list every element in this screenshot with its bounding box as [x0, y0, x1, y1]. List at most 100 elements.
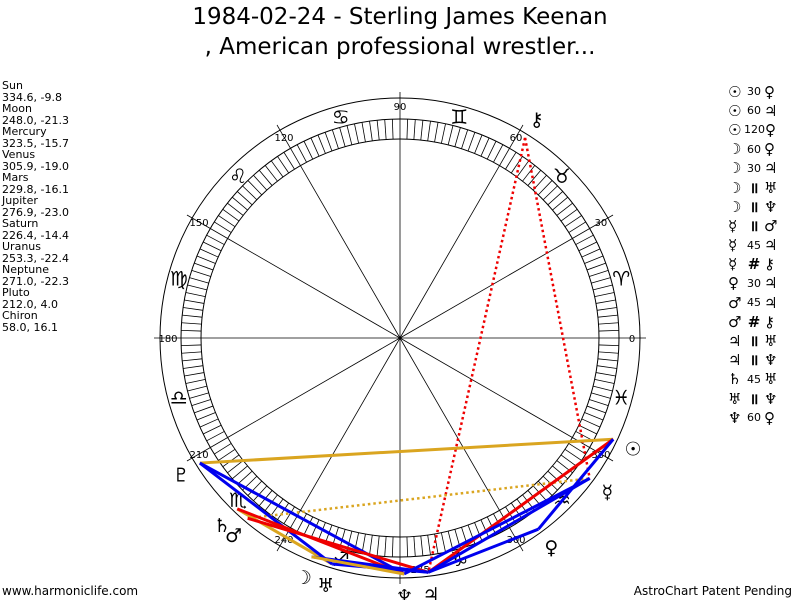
saturn-planet-icon: ♄ — [214, 515, 231, 537]
aspect-planet-1: ☿ — [728, 216, 738, 235]
degree-tick — [440, 532, 446, 553]
aspect-planet-1: ♀ — [728, 274, 739, 293]
degree-tick — [253, 485, 268, 502]
degree-tick — [202, 241, 222, 252]
aspect-planet-2: ♃ — [764, 101, 778, 120]
sign-spoke — [227, 238, 401, 339]
sign-spoke — [300, 165, 401, 339]
aspect-planet-1: ☿ — [728, 236, 738, 255]
uranus-planet-icon: ♅ — [317, 575, 334, 597]
aspect-value: 60 — [747, 142, 761, 156]
degree-tick — [210, 228, 228, 239]
degree-tick — [560, 208, 578, 222]
degree-tick — [581, 248, 601, 258]
degree-tick — [584, 412, 604, 421]
aspect-planet-1: ☿ — [728, 255, 738, 274]
degree-tick — [560, 454, 578, 468]
degree-tick — [584, 255, 604, 264]
aspect-line — [427, 137, 527, 573]
aspect-planet-2: ♆ — [764, 197, 778, 216]
degree-label: 150 — [190, 218, 209, 229]
degree-tick — [594, 378, 615, 384]
degree-tick — [376, 535, 380, 556]
aspect-value: 30 — [747, 276, 761, 290]
degree-label: 180 — [158, 334, 177, 345]
aspect-line — [523, 137, 591, 479]
degree-label: 0 — [629, 334, 635, 345]
sign-boundary-tick — [186, 447, 211, 462]
aspect-row: ☿ 45 ♃ — [728, 236, 798, 255]
degree-tick — [196, 255, 216, 264]
degree-tick — [369, 535, 373, 555]
aspect-planet-1: ♂ — [728, 312, 742, 331]
sign-spoke — [399, 165, 500, 339]
aspect-value: 45 — [747, 372, 761, 386]
degree-tick — [454, 127, 461, 147]
degree-tick — [181, 329, 202, 332]
aspect-row: ♅ ॥ ♆ — [728, 389, 798, 408]
degree-tick — [324, 132, 333, 152]
degree-tick — [591, 392, 611, 399]
degree-tick — [597, 365, 617, 369]
degree-tick — [227, 460, 244, 474]
aspect-planet-2: ♀ — [764, 140, 775, 159]
aspect-planet-2: ♀ — [765, 120, 776, 139]
degree-tick — [236, 470, 253, 485]
degree-tick — [595, 372, 616, 377]
mars-planet-icon: ♂ — [225, 525, 242, 547]
degree-tick — [270, 498, 284, 516]
degree-tick — [303, 140, 314, 160]
sign-boundary-tick — [589, 214, 614, 229]
aspect-value: ॥ — [749, 178, 759, 197]
degree-tick — [222, 208, 240, 222]
degree-tick — [202, 424, 222, 435]
aspect-planet-2: ♃ — [764, 293, 778, 312]
degree-tick — [184, 299, 205, 304]
degree-tick — [598, 322, 619, 325]
website-link[interactable]: www.harmoniclife.com — [2, 584, 139, 598]
aspect-value: 45 — [747, 238, 761, 252]
sign-spoke — [300, 337, 401, 511]
sign-boundary-tick — [276, 124, 291, 149]
aspect-value: 60 — [747, 411, 761, 425]
degree-tick — [413, 119, 416, 140]
aspect-planet-2: ♂ — [764, 216, 778, 235]
aspect-value: 30 — [747, 85, 761, 99]
planet-name: Sun — [2, 79, 23, 92]
degree-tick — [578, 241, 598, 252]
degree-label: 30 — [595, 218, 608, 229]
aspect-planet-1: ♅ — [728, 389, 742, 408]
aspect-planet-1: ♃ — [728, 332, 742, 351]
planet-coords: 305.9, -19.0 — [2, 159, 69, 173]
degree-tick — [194, 405, 214, 414]
aspect-planet-1: ☉ — [728, 101, 742, 120]
degree-tick — [589, 269, 609, 277]
degree-label: 300 — [506, 535, 525, 546]
aspect-planet-2: ♅ — [764, 178, 778, 197]
planet-name: Jupiter — [2, 194, 38, 207]
zodiac-sign-icon: ♊ — [450, 105, 468, 129]
degree-tick — [317, 522, 326, 542]
degree-tick — [187, 284, 208, 291]
aspect-value: # — [747, 312, 761, 331]
degree-tick — [591, 277, 611, 284]
planet-coords: 212.0, 4.0 — [2, 297, 58, 311]
planet-coords: 253.3, -22.4 — [2, 251, 69, 265]
degree-tick — [227, 202, 244, 216]
aspect-row: ☽ ॥ ♆ — [728, 197, 798, 216]
degree-tick — [290, 148, 301, 166]
planet-coords: 226.4, -14.4 — [2, 228, 69, 242]
degree-tick — [594, 292, 615, 298]
degree-tick — [510, 156, 523, 174]
aspect-line — [199, 437, 614, 465]
sign-boundary-tick — [186, 214, 211, 229]
degree-tick — [406, 536, 409, 557]
sign-spoke — [399, 337, 500, 511]
chart-subtitle: , American professional wrestler... — [204, 34, 596, 60]
degree-tick — [578, 424, 598, 435]
aspect-row: ☽ ॥ ♅ — [728, 178, 798, 197]
degree-tick — [253, 174, 268, 191]
planet-coords: 323.5, -15.7 — [2, 136, 69, 150]
aspect-value: 60 — [747, 104, 761, 118]
